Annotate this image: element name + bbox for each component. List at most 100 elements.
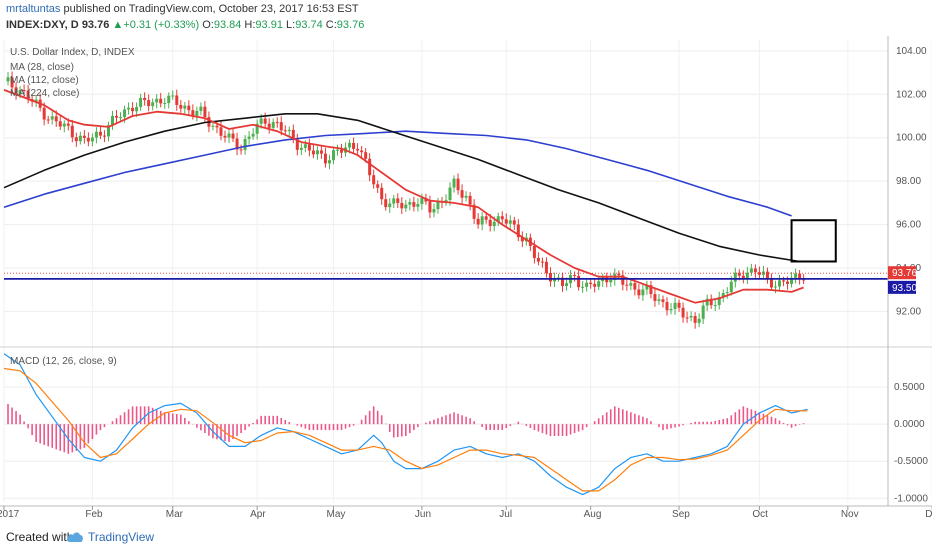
candle-body [544, 261, 548, 273]
candle-body [396, 198, 400, 203]
up-arrow-icon: ▲ [112, 19, 124, 31]
candle-body [585, 282, 589, 287]
time-tick-label: Feb [85, 509, 103, 520]
candle-body [159, 98, 163, 104]
candle-body [705, 298, 709, 306]
candle-body [617, 273, 621, 276]
candle-body [163, 103, 167, 105]
author-link[interactable]: mrtaltuntas [6, 3, 61, 15]
candle-body [235, 138, 239, 150]
macd-tick-label: 0.5000 [894, 382, 925, 393]
candle-body [78, 135, 82, 142]
candle-body [187, 105, 191, 111]
candle-body [778, 280, 782, 287]
low-value: 93.74 [295, 19, 323, 31]
candle-body [737, 272, 741, 276]
candle-body [179, 104, 183, 109]
candle-body [540, 261, 544, 263]
candle-body [661, 299, 665, 303]
candle-body [291, 129, 295, 140]
grid [3, 40, 932, 502]
candle-body [765, 271, 769, 278]
candle-body [22, 90, 26, 92]
candle-body [416, 203, 420, 207]
candle-body [532, 245, 536, 258]
candle-body [127, 107, 131, 110]
candle-body [58, 121, 62, 127]
candle-body [629, 283, 633, 286]
legend-ma112: MA (112, close) [10, 75, 79, 86]
chart-header: mrtaltuntas published on TradingView.com… [0, 0, 932, 36]
pane-labels: U.S. Dollar Index, D, INDEX MA (28, clos… [10, 47, 135, 367]
time-tick-label: Dec [925, 509, 932, 520]
candle-body [42, 107, 46, 120]
candle-body [496, 216, 500, 222]
symbol-label: INDEX:DXY, D [6, 19, 79, 31]
time-tick-label: Oct [752, 509, 768, 520]
candle-body [452, 178, 456, 188]
candle-body [512, 220, 516, 225]
price-change: +0.31 (+0.33%) [123, 19, 200, 31]
candle-body [460, 190, 464, 198]
candle-body [741, 275, 745, 279]
candle-body [384, 199, 388, 208]
candle-body [372, 175, 376, 185]
macd-tick-label: 0.0000 [894, 419, 925, 430]
candle-body [183, 105, 187, 109]
candle-body [368, 158, 372, 176]
candle-body [657, 299, 661, 301]
time-tick-label: Sep [672, 509, 690, 520]
macd-tick-label: -0.5000 [894, 456, 928, 467]
candle-body [649, 285, 653, 295]
candle-body [713, 305, 717, 307]
ohlc-line: INDEX:DXY, D 93.76 ▲+0.31 (+0.33%) O:93.… [6, 19, 364, 31]
candle-body [625, 284, 629, 286]
legend-ma28: MA (28, close) [10, 62, 74, 73]
close-value: 93.76 [336, 19, 365, 31]
candle-body [669, 308, 673, 311]
candle-body [275, 122, 279, 124]
candle-body [376, 184, 380, 188]
candle-body [753, 268, 757, 273]
hline-price-tag [888, 280, 916, 294]
candle-body [589, 282, 593, 284]
candle-body [315, 150, 319, 155]
candle-body [243, 138, 247, 150]
candle-body [6, 77, 10, 82]
macd-pane[interactable] [3, 353, 808, 496]
candle-body [255, 123, 259, 134]
candle-body [299, 147, 303, 150]
candle-body [464, 195, 468, 198]
high-label: H: [244, 19, 256, 31]
candle-body [749, 268, 753, 273]
candle-body [279, 122, 283, 131]
candle-body [271, 122, 275, 128]
candle-body [484, 216, 488, 220]
candle-body [171, 95, 175, 97]
candle-body [593, 283, 597, 287]
candle-body [251, 133, 255, 137]
candle-body [195, 110, 199, 116]
candle-body [155, 98, 159, 103]
candle-body [86, 137, 90, 142]
macd-title: MACD (12, 26, close, 9) [10, 356, 117, 367]
candle-body [456, 178, 460, 191]
candle-body [247, 136, 251, 139]
candle-body [665, 302, 669, 311]
candle-body [689, 316, 693, 318]
last-price: 93.76 [81, 19, 110, 31]
tradingview-logo[interactable]: TradingView [66, 530, 154, 544]
candle-body [287, 129, 291, 132]
chart-area[interactable]: 92.0094.0096.0098.00100.00102.00104.0020… [0, 36, 932, 522]
time-tick-label: Apr [250, 509, 266, 520]
candle-body [191, 110, 195, 116]
signal-line [3, 367, 808, 492]
candle-body [769, 277, 773, 288]
candle-body [717, 297, 721, 306]
candle-body [331, 150, 335, 161]
candle-body [782, 280, 786, 282]
time-tick-label: Nov [841, 509, 859, 520]
candle-body [577, 275, 581, 288]
candle-body [231, 133, 235, 139]
price-pane[interactable] [3, 71, 888, 329]
